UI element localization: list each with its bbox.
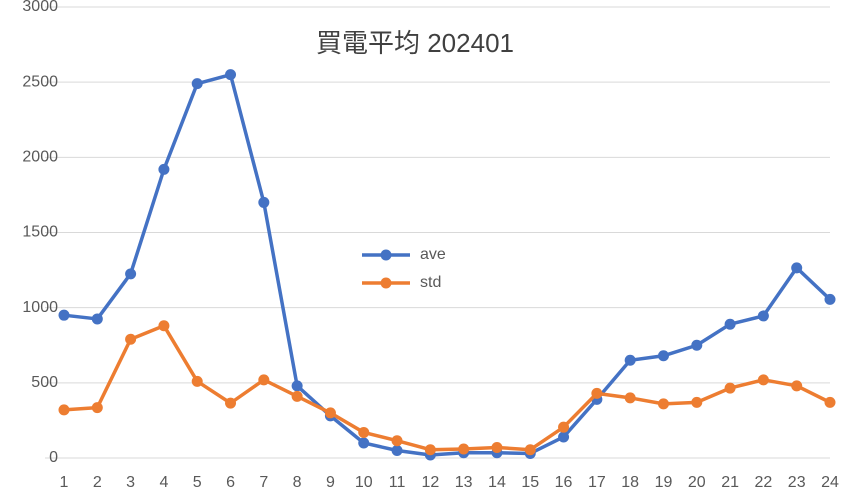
data-point — [391, 435, 403, 447]
x-tick-label: 22 — [754, 474, 772, 491]
y-tick-label: 0 — [49, 449, 58, 466]
x-tick-label: 7 — [259, 474, 268, 491]
x-tick-label: 1 — [60, 474, 69, 491]
data-point — [691, 339, 703, 351]
x-tick-label: 12 — [421, 474, 439, 491]
x-tick-label: 5 — [193, 474, 202, 491]
data-point — [824, 396, 836, 408]
y-tick-label: 2000 — [22, 149, 58, 166]
data-point — [91, 402, 103, 414]
x-tick-label: 23 — [788, 474, 806, 491]
x-tick-label: 15 — [521, 474, 539, 491]
data-point — [558, 431, 570, 443]
data-point — [524, 444, 536, 456]
x-tick-label: 13 — [455, 474, 473, 491]
x-tick-label: 10 — [355, 474, 373, 491]
data-point — [258, 374, 270, 386]
data-point — [724, 318, 736, 330]
data-point — [125, 268, 137, 280]
data-point — [591, 387, 603, 399]
x-tick-label: 9 — [326, 474, 335, 491]
y-tick-label: 1500 — [22, 224, 58, 241]
x-tick-label: 17 — [588, 474, 606, 491]
data-point — [125, 333, 137, 345]
data-point — [757, 374, 769, 386]
data-point — [657, 398, 669, 410]
data-point — [358, 437, 370, 449]
x-tick-label: 11 — [389, 474, 406, 491]
data-point — [58, 309, 70, 321]
data-point — [791, 262, 803, 274]
x-tick-label: 21 — [721, 474, 739, 491]
x-tick-label: 14 — [488, 474, 506, 491]
data-point — [291, 380, 303, 392]
x-tick-label: 8 — [293, 474, 302, 491]
data-point — [291, 390, 303, 402]
legend-marker — [380, 249, 392, 261]
data-point — [324, 407, 336, 419]
data-point — [691, 396, 703, 408]
data-point — [757, 310, 769, 322]
data-point — [158, 320, 170, 332]
data-point — [424, 444, 436, 456]
x-tick-label: 2 — [93, 474, 102, 491]
y-tick-label: 3000 — [22, 0, 58, 15]
series-line — [63, 72, 832, 457]
data-point — [58, 404, 70, 416]
data-point — [158, 163, 170, 175]
chart-title: 買電平均 202401 — [316, 28, 514, 58]
data-point — [225, 397, 237, 409]
data-point — [558, 421, 570, 433]
data-point — [191, 375, 203, 387]
legend-marker — [380, 277, 392, 289]
x-tick-label: 18 — [621, 474, 639, 491]
data-point — [91, 313, 103, 325]
data-point — [391, 444, 403, 456]
legend-label: std — [420, 274, 441, 291]
x-tick-label: 6 — [226, 474, 235, 491]
data-point — [458, 443, 470, 455]
data-point — [491, 441, 503, 453]
data-point — [791, 380, 803, 392]
data-point — [657, 350, 669, 362]
x-tick-label: 3 — [126, 474, 135, 491]
x-tick-label: 16 — [555, 474, 573, 491]
data-point — [258, 196, 270, 208]
x-tick-label: 19 — [655, 474, 673, 491]
series-line — [63, 323, 831, 452]
y-tick-label: 500 — [31, 374, 58, 391]
x-tick-label: 20 — [688, 474, 706, 491]
x-tick-label: 24 — [821, 474, 839, 491]
legend-label: ave — [420, 246, 446, 263]
x-tick-label: 4 — [159, 474, 168, 491]
y-tick-label: 2500 — [22, 73, 58, 90]
data-point — [624, 354, 636, 366]
data-point — [358, 426, 370, 438]
data-point — [225, 69, 237, 81]
y-tick-label: 1000 — [22, 299, 58, 316]
data-point — [724, 382, 736, 394]
data-point — [191, 78, 203, 90]
data-point — [624, 392, 636, 404]
data-point — [824, 293, 836, 305]
